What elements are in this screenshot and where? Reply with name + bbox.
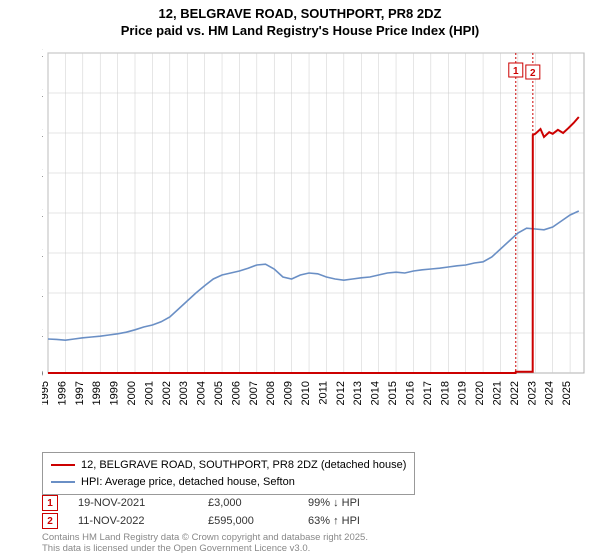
marker-box-icon: 2 [42,513,58,529]
x-tick-label: 2018 [439,381,451,405]
x-tick-label: 2015 [387,381,399,405]
y-tick-label: £600K [42,128,44,140]
legend: 12, BELGRAVE ROAD, SOUTHPORT, PR8 2DZ (d… [42,452,415,495]
marker-number: 1 [513,66,519,77]
marker-price: £595,000 [208,515,288,527]
title-line-2: Price paid vs. HM Land Registry's House … [121,23,480,38]
marker-number: 2 [530,68,536,79]
x-tick-label: 2004 [196,381,208,405]
x-tick-label: 1995 [42,381,51,405]
legend-item-1: 12, BELGRAVE ROAD, SOUTHPORT, PR8 2DZ (d… [51,457,406,474]
marker-pct: 63% ↑ HPI [308,515,398,527]
chart-title: 12, BELGRAVE ROAD, SOUTHPORT, PR8 2DZ Pr… [0,0,600,40]
legend-item-2: HPI: Average price, detached house, Seft… [51,474,406,491]
legend-label-1: 12, BELGRAVE ROAD, SOUTHPORT, PR8 2DZ (d… [81,457,406,474]
x-tick-label: 2005 [213,381,225,405]
x-tick-label: 1999 [109,381,121,405]
x-tick-label: 2019 [457,381,469,405]
x-tick-label: 2014 [370,381,382,405]
x-tick-label: 2024 [544,381,556,405]
x-tick-label: 2016 [404,381,416,405]
y-tick-label: £700K [42,88,44,100]
x-tick-label: 2007 [248,381,260,405]
footer-line-2: This data is licensed under the Open Gov… [42,543,310,554]
x-tick-label: 2025 [561,381,573,405]
footer-line-1: Contains HM Land Registry data © Crown c… [42,532,368,543]
y-tick-label: £100K [42,328,44,340]
legend-label-2: HPI: Average price, detached house, Seft… [81,474,295,491]
x-tick-label: 1996 [56,381,68,405]
x-tick-label: 2011 [317,381,329,405]
legend-swatch-2 [51,481,75,483]
legend-swatch-1 [51,464,75,466]
x-tick-label: 2010 [300,381,312,405]
chart: £0 £100K £200K £300K £400K £500K £600K £700K £80… [42,48,590,398]
x-tick-label: 2012 [335,381,347,405]
x-tick-label: 2002 [161,381,173,405]
x-tick-label: 2013 [352,381,364,405]
y-tick-label: £0 [42,368,43,380]
y-tick-label: £400K [42,208,44,220]
x-tick-label: 2021 [491,381,503,405]
x-tick-label: 2001 [143,381,155,405]
x-tick-label: 2003 [178,381,190,405]
marker-annotations: 1 19-NOV-2021 £3,000 99% ↓ HPI 2 11-NOV-2022 £… [42,494,398,530]
marker-box-icon: 1 [42,495,58,511]
x-tick-label: 2020 [474,381,486,405]
footer: Contains HM Land Registry data © Crown c… [42,532,368,555]
marker-annotation-row: 2 11-NOV-2022 £595,000 63% ↑ HPI [42,512,398,530]
x-tick-label: 2009 [283,381,295,405]
x-tick-label: 1998 [91,381,103,405]
x-tick-label: 1997 [74,381,86,405]
x-tick-label: 2017 [422,381,434,405]
marker-pct: 99% ↓ HPI [308,497,398,509]
x-tick-label: 2008 [265,381,277,405]
x-tick-label: 2023 [526,381,538,405]
marker-date: 19-NOV-2021 [78,497,188,509]
y-tick-label: £300K [42,248,44,260]
y-tick-label: £500K [42,168,44,180]
marker-date: 11-NOV-2022 [78,515,188,527]
x-tick-label: 2022 [509,381,521,405]
marker-annotation-row: 1 19-NOV-2021 £3,000 99% ↓ HPI [42,494,398,512]
x-tick-label: 2006 [230,381,242,405]
title-line-1: 12, BELGRAVE ROAD, SOUTHPORT, PR8 2DZ [159,6,442,21]
y-tick-label: £200K [42,288,44,300]
marker-price: £3,000 [208,497,288,509]
x-tick-label: 2000 [126,381,138,405]
y-tick-label: £800K [42,48,44,60]
